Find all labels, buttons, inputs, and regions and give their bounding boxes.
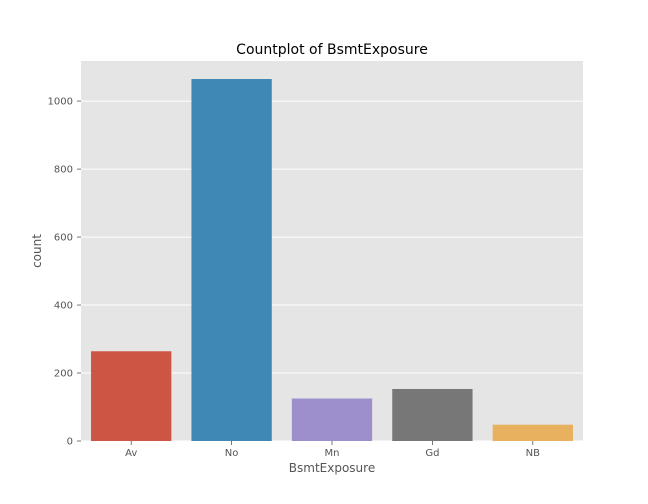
y-axis-ticks: 0 200 400 600 800 1000 [48,97,81,448]
bar-nb [492,424,573,441]
x-tick-label-av: Av [125,448,137,459]
chart-title: Countplot of BsmtExposure [236,42,428,58]
x-tick-label-nb: NB [526,448,540,459]
bar-gd [392,388,473,441]
bars [91,79,573,441]
y-tick-label-5: 1000 [48,97,73,108]
x-axis-ticks: Av No Mn Gd NB [125,441,540,459]
y-tick-label-2: 400 [54,301,73,312]
x-axis-label: BsmtExposure [289,461,375,475]
bar-av [91,351,172,441]
y-tick-label-1: 200 [54,369,73,380]
x-tick-label-gd: Gd [425,448,439,459]
bar-no [191,79,272,441]
y-axis-label: count [30,234,44,268]
x-tick-label-mn: Mn [325,448,340,459]
y-tick-label-3: 600 [54,233,73,244]
x-tick-label-no: No [225,448,239,459]
y-tick-label-4: 800 [54,165,73,176]
bar-mn [291,398,373,441]
y-tick-label-0: 0 [67,437,73,448]
